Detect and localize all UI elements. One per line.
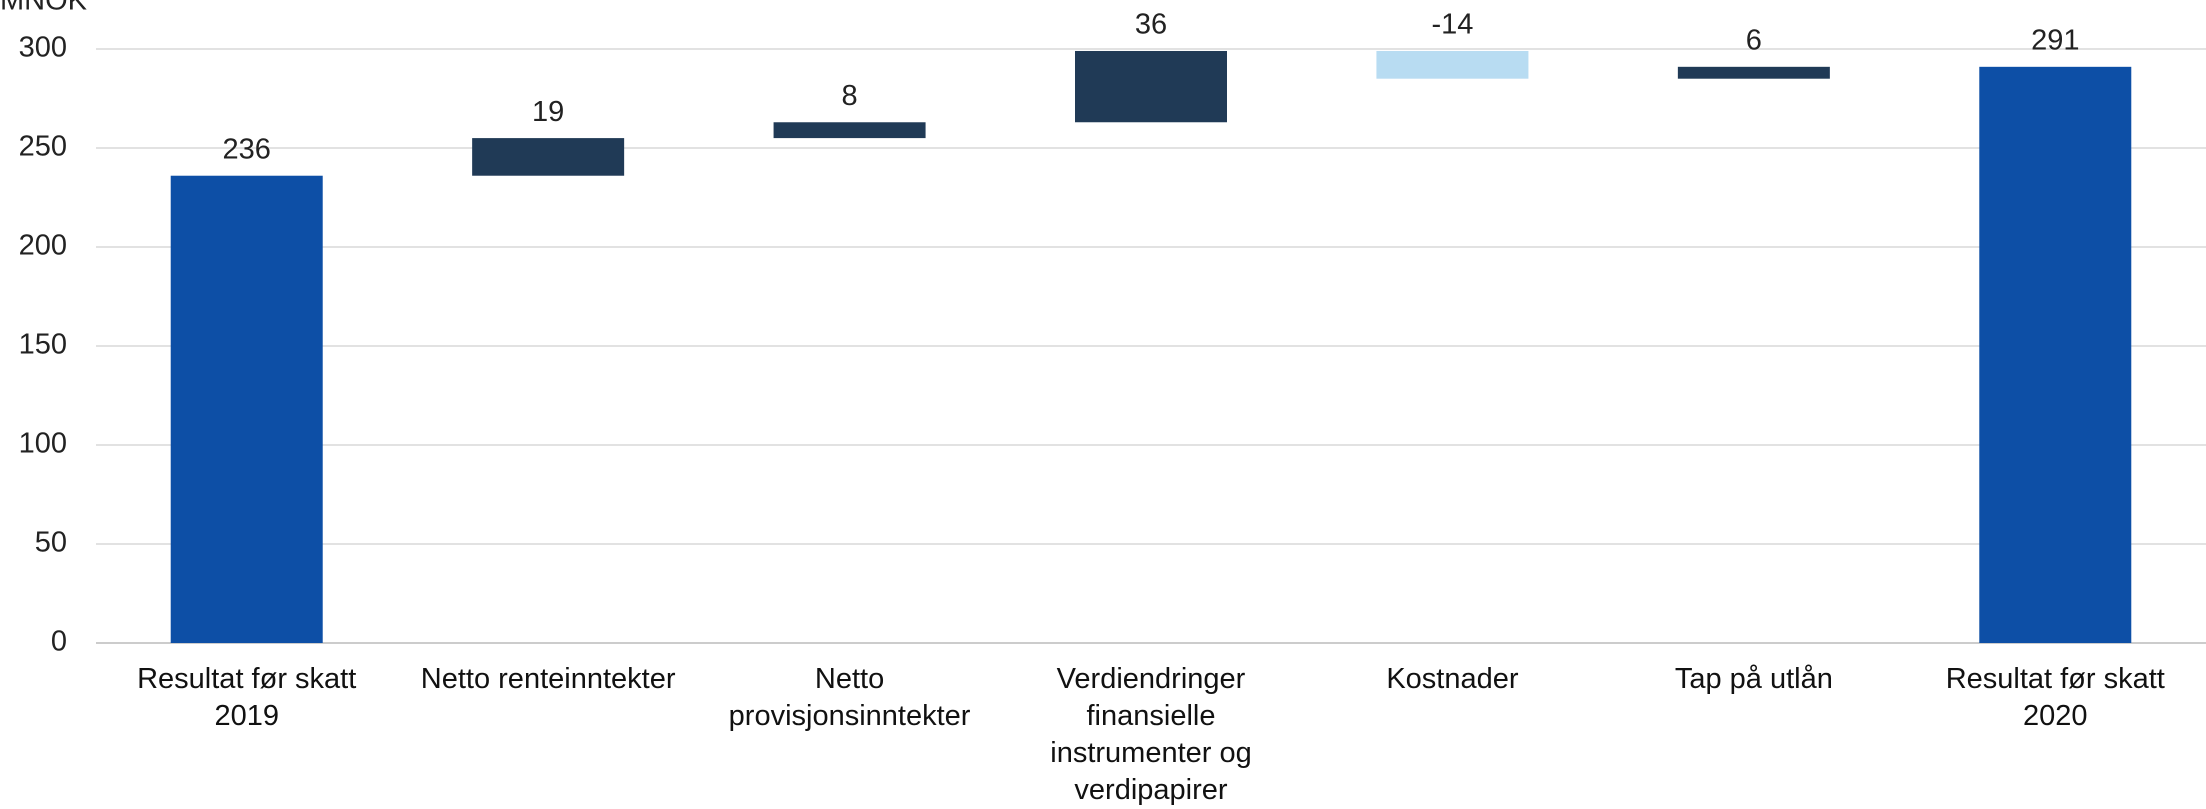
y-tick-label: 250 bbox=[19, 131, 67, 163]
bar bbox=[1979, 66, 2132, 643]
bar bbox=[472, 138, 625, 176]
data-label: 19 bbox=[532, 96, 564, 128]
y-tick-label: 0 bbox=[51, 626, 67, 658]
data-label: 236 bbox=[223, 133, 271, 165]
x-tick-label: Netto provisjonsinntekter bbox=[728, 663, 971, 732]
y-tick-label: 100 bbox=[19, 428, 67, 460]
y-tick-label: 200 bbox=[19, 230, 67, 262]
x-tick-label: Verdiendringer finansielle instrumenter … bbox=[1050, 663, 1252, 806]
bar bbox=[773, 122, 926, 139]
bar bbox=[1677, 66, 1830, 79]
x-tick-label: Resultat før skatt 2019 bbox=[137, 663, 357, 732]
data-label: 291 bbox=[2031, 24, 2079, 56]
y-tick-label: 150 bbox=[19, 329, 67, 361]
data-label: 8 bbox=[842, 80, 858, 112]
bar bbox=[170, 175, 323, 643]
x-tick-label: Resultat før skatt 2020 bbox=[1945, 663, 2165, 732]
y-axis-label: MNOK bbox=[0, 0, 88, 17]
y-tick-label: 50 bbox=[35, 527, 67, 559]
y-tick-label: 300 bbox=[19, 32, 67, 64]
x-tick-label: Tap på utlån bbox=[1674, 663, 1833, 695]
bar bbox=[1376, 50, 1529, 79]
data-label: 36 bbox=[1135, 9, 1167, 41]
bar bbox=[1075, 50, 1227, 123]
data-label: 6 bbox=[1746, 24, 1762, 56]
x-tick-label: Kostnader bbox=[1386, 663, 1519, 695]
data-label: -14 bbox=[1431, 9, 1473, 41]
x-tick-label: Netto renteinntekter bbox=[420, 663, 676, 695]
